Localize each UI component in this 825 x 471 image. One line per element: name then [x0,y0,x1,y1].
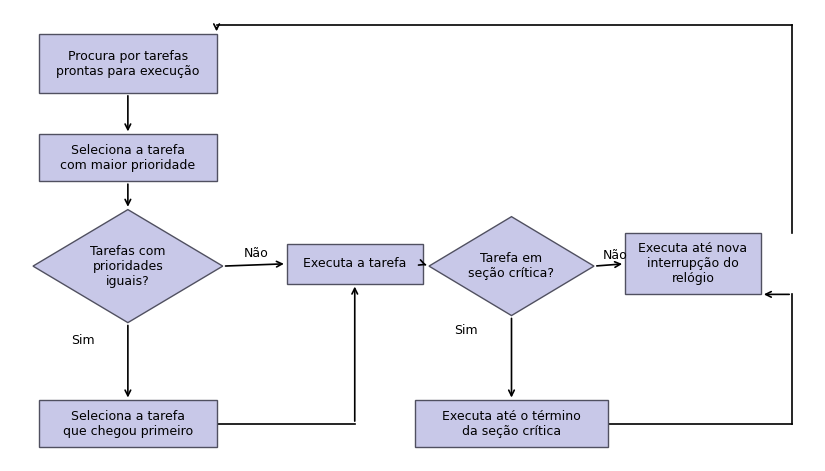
Text: Executa até nova
interrupção do
relógio: Executa até nova interrupção do relógio [639,242,747,285]
Text: Tarefas com
prioridades
iguais?: Tarefas com prioridades iguais? [90,244,166,288]
Text: Executa até o término
da seção crítica: Executa até o término da seção crítica [442,410,581,438]
Text: Sim: Sim [455,325,478,337]
FancyBboxPatch shape [625,233,761,294]
Text: Não: Não [602,249,627,262]
FancyBboxPatch shape [40,400,216,447]
Polygon shape [429,217,594,316]
Text: Seleciona a tarefa
que chegou primeiro: Seleciona a tarefa que chegou primeiro [63,410,193,438]
Text: Seleciona a tarefa
com maior prioridade: Seleciona a tarefa com maior prioridade [60,144,196,172]
FancyBboxPatch shape [414,400,609,447]
Polygon shape [33,210,223,323]
FancyBboxPatch shape [40,34,216,93]
FancyBboxPatch shape [40,134,216,181]
Text: Procura por tarefas
prontas para execução: Procura por tarefas prontas para execuçã… [56,49,200,78]
Text: Não: Não [243,247,268,260]
Text: Tarefa em
seção crítica?: Tarefa em seção crítica? [469,252,554,280]
Text: Sim: Sim [71,334,94,347]
Text: Executa a tarefa: Executa a tarefa [303,257,407,270]
FancyBboxPatch shape [287,244,422,284]
